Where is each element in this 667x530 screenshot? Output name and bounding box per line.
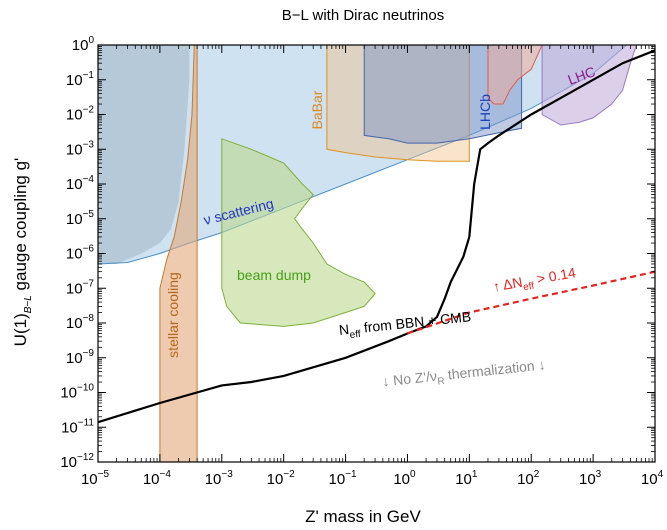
- y-tick-label: 10−9: [66, 348, 95, 367]
- beam-dump-label: beam dump: [237, 267, 311, 283]
- lhc-region: [541, 45, 637, 126]
- delta-neff-label: ↑ ΔNeff > 0.14: [492, 264, 578, 298]
- stellar-cooling-label: stellar cooling: [165, 272, 181, 358]
- y-tick-label: 10−5: [66, 209, 95, 228]
- beam-dump-region: [221, 138, 376, 327]
- y-tick-label: 10−11: [61, 417, 94, 436]
- y-tick-label: 10−2: [66, 105, 95, 124]
- chart-title: B−L with Dirac neutrinos: [282, 7, 444, 24]
- x-tick-label: 10−4: [143, 469, 172, 488]
- axes: 10−5 10−4 10−3 10−2 10−1 100 101 102 103 104 10−12…: [60, 35, 663, 488]
- y-tick-label: 10−4: [66, 174, 95, 193]
- bound-lines: [98, 49, 655, 424]
- delta-N-eff-line: [407, 270, 655, 335]
- y-tick-label: 10−1: [66, 70, 95, 89]
- lhcb-region: [363, 45, 523, 144]
- y-tick-label: 10−12: [60, 452, 94, 471]
- excluded-regions: [98, 45, 637, 462]
- x-tick-label: 104: [641, 469, 664, 488]
- x-tick-label: 10−2: [267, 469, 296, 488]
- x-axis-label: Z' mass in GeV: [305, 507, 421, 526]
- x-tick-label: 101: [455, 469, 478, 488]
- N-eff-bound: [98, 49, 655, 424]
- y-tick-label: 10−10: [60, 383, 94, 402]
- babar-label: BaBar: [309, 90, 325, 129]
- x-tick-label: 100: [393, 469, 416, 488]
- stellar-cooling-region: [159, 45, 198, 462]
- x-tick-label: 10−5: [81, 469, 110, 488]
- y-tick-label: 10−6: [66, 244, 95, 263]
- lhcb-label: LHCb: [477, 94, 493, 130]
- y-axis-label: U(1)B−L gauge coupling g': [11, 158, 34, 347]
- x-tick-label: 102: [517, 469, 540, 488]
- x-tick-label: 103: [579, 469, 602, 488]
- y-tick-label: 10−8: [66, 313, 95, 332]
- red-bound-region: [487, 45, 543, 105]
- x-tick-label: 10−1: [329, 469, 358, 488]
- y-tick-label: 10−3: [66, 139, 95, 158]
- y-tick-label: 10−7: [66, 278, 95, 297]
- y-tick-label: 100: [72, 35, 95, 54]
- x-tick-label: 10−3: [205, 469, 234, 488]
